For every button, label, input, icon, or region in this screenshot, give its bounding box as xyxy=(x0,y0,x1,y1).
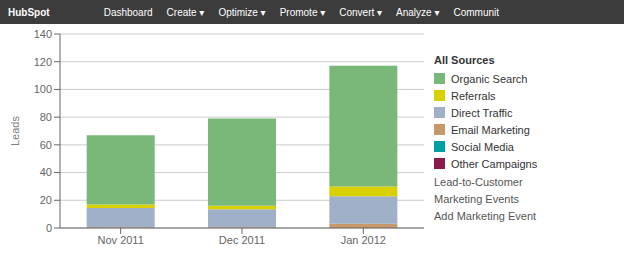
svg-text:Jan 2012: Jan 2012 xyxy=(341,234,386,246)
html-text:Other Campaigns: Other Campaigns xyxy=(451,157,538,170)
svg-text:Leads: Leads xyxy=(9,116,21,146)
html-text:Direct Traffic: Direct Traffic xyxy=(451,106,513,119)
html-text:Email Marketing: Email Marketing xyxy=(451,123,530,136)
html-text:Analyze ▾: Analyze ▾ xyxy=(396,6,440,18)
html-text:Communit: Communit xyxy=(453,6,499,18)
html-text:Social Media: Social Media xyxy=(451,140,514,153)
svg-text:120: 120 xyxy=(34,56,52,68)
html-text:Marketing Events: Marketing Events xyxy=(434,193,519,205)
html-text:Promote ▾: Promote ▾ xyxy=(279,6,326,18)
html-text:Lead-to-Customer: Lead-to-Customer xyxy=(434,176,523,188)
svg-text:60: 60 xyxy=(40,139,52,151)
html-text:Add Marketing Event: Add Marketing Event xyxy=(434,210,537,222)
svg-text:Nov 2011: Nov 2011 xyxy=(98,234,144,246)
html-text:All Sources: All Sources xyxy=(434,54,495,66)
html-text:Convert ▾: Convert ▾ xyxy=(339,6,383,18)
svg-text:140: 140 xyxy=(34,28,52,40)
svg-text:40: 40 xyxy=(40,166,52,178)
html-text:Create ▾: Create ▾ xyxy=(166,6,205,18)
svg-text:20: 20 xyxy=(40,194,52,206)
html-text:Organic Search: Organic Search xyxy=(451,72,528,85)
svg-text:80: 80 xyxy=(40,111,52,123)
html-text:Dashboard: Dashboard xyxy=(103,6,153,18)
html-text:HubSpot: HubSpot xyxy=(8,6,50,18)
html-text:Optimize ▾: Optimize ▾ xyxy=(218,6,266,18)
svg-text:0: 0 xyxy=(46,222,52,234)
html-text:Referrals: Referrals xyxy=(451,89,496,102)
svg-text:Dec 2011: Dec 2011 xyxy=(219,234,265,246)
svg-text:100: 100 xyxy=(34,83,52,95)
